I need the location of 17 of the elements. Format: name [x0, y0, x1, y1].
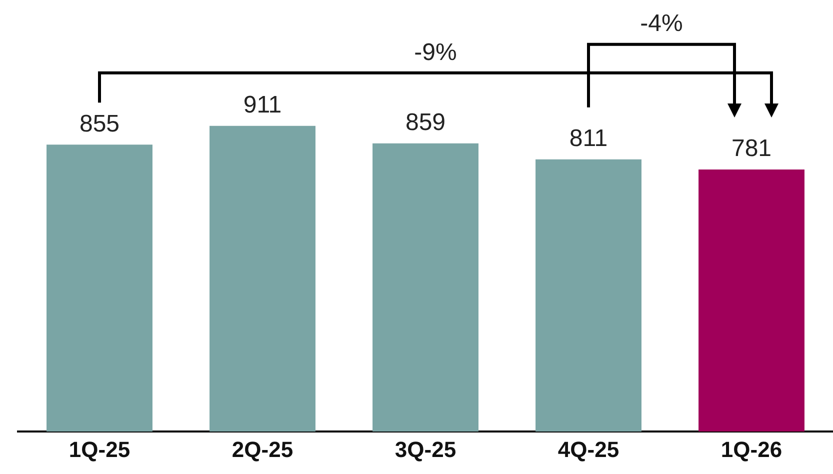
bar: [210, 126, 316, 432]
data-label: 911: [243, 91, 282, 118]
data-label: 855: [79, 110, 120, 138]
x-tick-label: 4Q-25: [558, 436, 620, 462]
data-label: 781: [731, 135, 772, 162]
x-tick-label: 2Q-25: [232, 436, 294, 462]
x-tick-label: 3Q-25: [394, 436, 456, 462]
bar: [698, 169, 804, 432]
bar: [372, 143, 478, 432]
text: -9%: [414, 38, 457, 67]
x-tick-label: 1Q-25: [68, 436, 130, 462]
bar: [46, 144, 152, 432]
x-tick-label: 1Q-26: [720, 436, 782, 462]
text: -4%: [640, 10, 683, 38]
bar: [536, 159, 642, 432]
data-label: 859: [405, 108, 446, 136]
data-label: 811: [569, 125, 608, 152]
